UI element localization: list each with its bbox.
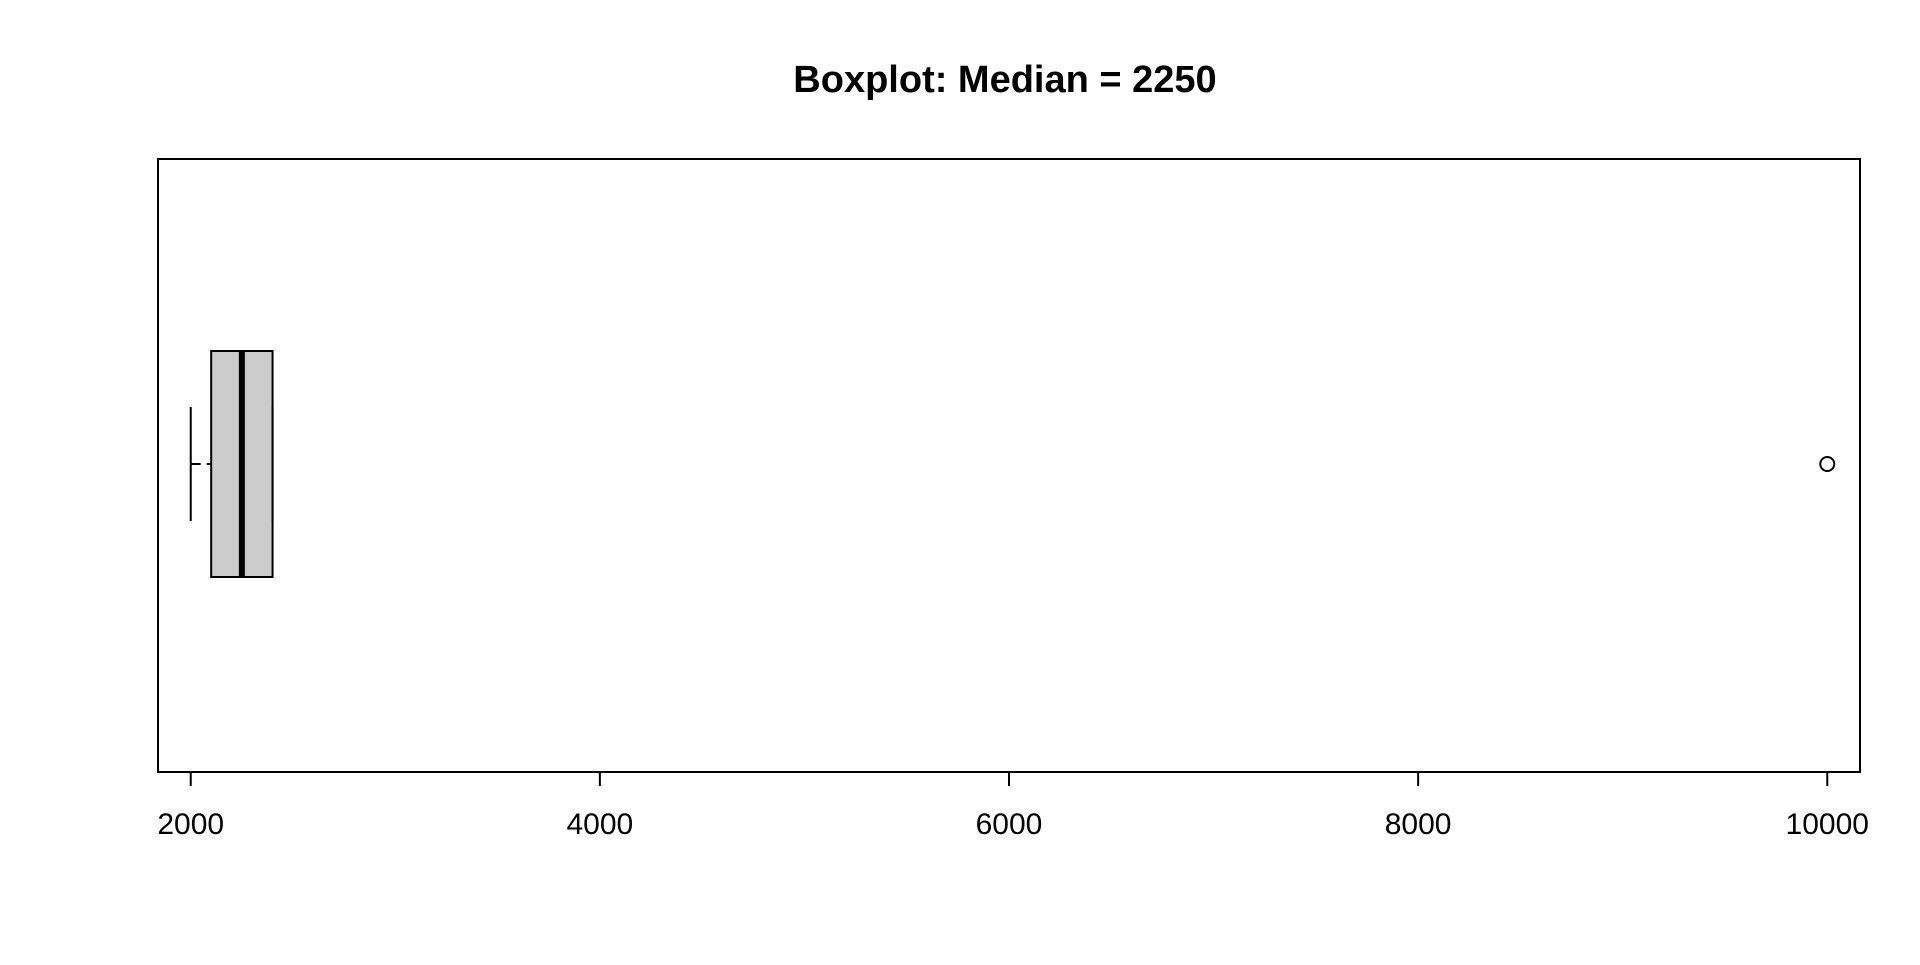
x-tick-label: 2000 bbox=[157, 808, 224, 841]
plot-frame bbox=[157, 158, 1861, 773]
x-tick-label: 6000 bbox=[976, 808, 1043, 841]
chart-title: Boxplot: Median = 2250 bbox=[793, 59, 1216, 101]
boxplot-series bbox=[189, 350, 1836, 578]
outlier-point bbox=[1819, 456, 1836, 472]
x-tick-label: 10000 bbox=[1786, 808, 1869, 841]
x-tick-label: 4000 bbox=[566, 808, 633, 841]
x-tick-label: 8000 bbox=[1385, 808, 1452, 841]
x-axis: 2000 4000 6000 8000 10000 bbox=[157, 771, 1869, 841]
